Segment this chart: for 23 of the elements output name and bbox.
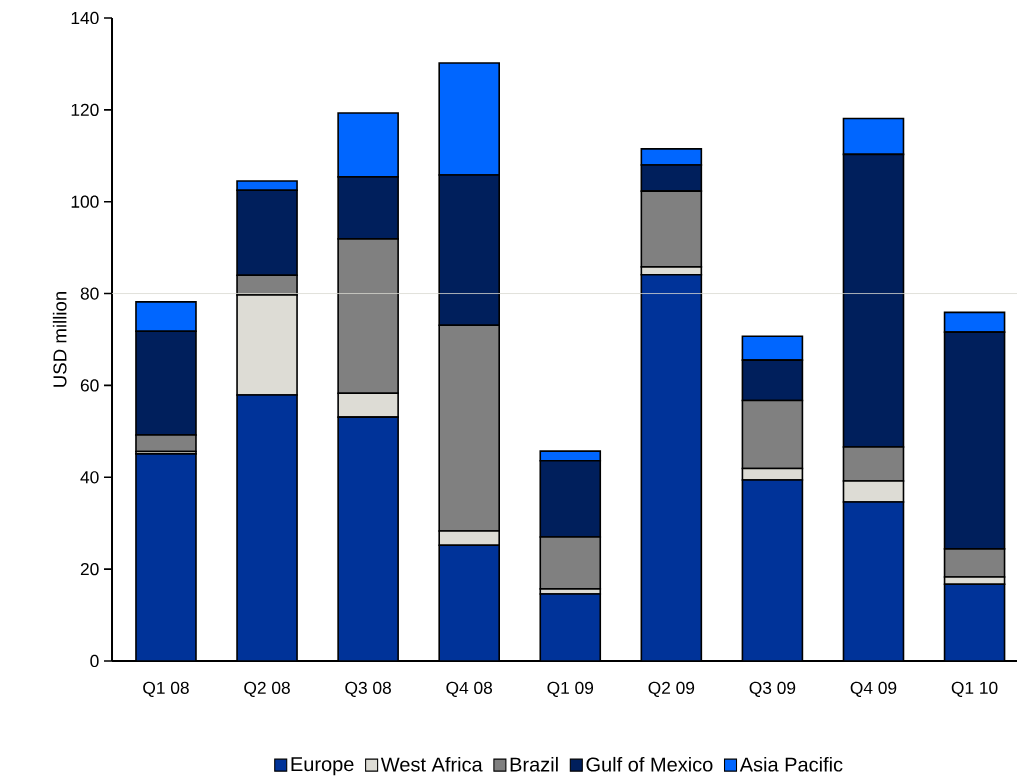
y-tick-label: 80 bbox=[80, 287, 99, 300]
y-tick-label: 100 bbox=[71, 195, 99, 208]
x-tick-label: Q4 08 bbox=[446, 681, 493, 698]
legend-label: Gulf of Mexico bbox=[586, 756, 713, 772]
y-tick-label: 120 bbox=[71, 103, 99, 116]
y-tick-label: 40 bbox=[80, 471, 99, 484]
x-tick-label: Q4 09 bbox=[850, 681, 897, 698]
y-tick-label: 0 bbox=[90, 654, 99, 668]
y-tick-label: 140 bbox=[71, 11, 99, 25]
x-tick-label: Q1 10 bbox=[951, 681, 998, 698]
y-tick-label: 60 bbox=[80, 379, 99, 392]
x-tick-label: Q1 08 bbox=[143, 681, 189, 698]
legend-label: Brazil bbox=[510, 756, 558, 772]
legend-label: West Africa bbox=[380, 756, 483, 772]
x-tick-label: Q2 08 bbox=[244, 681, 290, 698]
x-tick-label: Q3 09 bbox=[749, 681, 796, 698]
legend-label: Asia Pacific bbox=[739, 756, 843, 772]
legend-label: Europe bbox=[291, 757, 354, 776]
x-tick-label: Q3 08 bbox=[345, 681, 391, 698]
y-tick-label: 20 bbox=[80, 562, 99, 576]
x-tick-label: Q2 09 bbox=[648, 681, 695, 698]
y-axis-title: USD million bbox=[52, 291, 67, 387]
x-tick-label: Q1 09 bbox=[547, 681, 594, 698]
